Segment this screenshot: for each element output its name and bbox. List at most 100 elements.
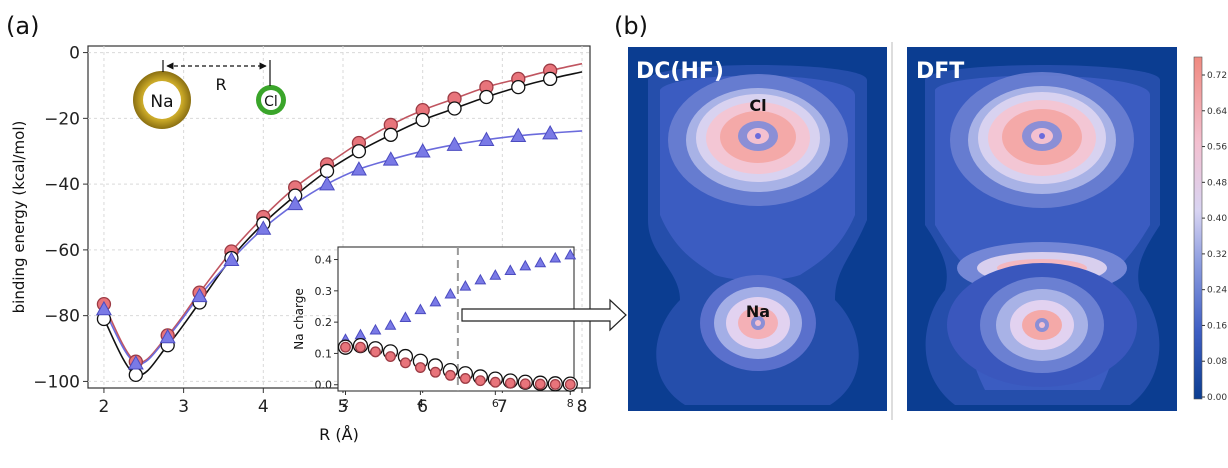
x-tick-label: 7 [497, 397, 508, 417]
colorbar-tick-label: 0.24 [1207, 286, 1227, 296]
main-plot: 2 3 4 5 6 7 80−20−40−60−80−100 R (Å) binding e… [10, 44, 591, 444]
inset-point-s2-4 [399, 357, 411, 369]
colorbar-tick-label: 0.64 [1207, 107, 1227, 117]
na-atom-core [143, 81, 181, 119]
density-map-dchf: DC(HF) Cl Na [628, 47, 887, 411]
x-tick-label: 8 [577, 397, 588, 417]
inset-point-s2-1 [355, 341, 366, 353]
main-ticks: 2 3 4 5 6 7 80−20−40−60−80−100 [33, 44, 587, 417]
inset-point-s2-3 [384, 351, 396, 363]
inset-point-s2-2 [370, 346, 381, 358]
panel-label-a: (a) [6, 12, 39, 40]
inset-point-s2-0 [340, 341, 351, 353]
inset-point-s0-11 [504, 264, 517, 276]
inset-point-s2-10 [489, 376, 501, 388]
main-curves [103, 62, 583, 377]
x-tick-label: 6 [417, 397, 428, 417]
panel-label-b: (b) [614, 12, 648, 40]
data-point-s1-12 [479, 89, 494, 105]
data-point-s2-13 [510, 127, 527, 142]
colorbar-strip [1193, 56, 1203, 400]
cl-atom-label: Cl [264, 94, 278, 110]
colorbar-tick-label: 0.40 [1207, 214, 1227, 224]
data-point-s2-2 [159, 328, 176, 344]
inset-x-tick-label: 6 [492, 397, 499, 410]
colorbar-tick-label: 0.56 [1207, 143, 1227, 153]
x-tick-label: 4 [258, 397, 269, 417]
inset-point-s0-14 [549, 251, 562, 263]
inset-point-s2-9 [474, 375, 486, 387]
link-arrow [461, 298, 627, 332]
dchf-na-dot [755, 320, 761, 326]
dchf-na-label: Na [746, 302, 770, 321]
data-point-s2-6 [287, 195, 304, 211]
y-tick-label: −40 [44, 175, 80, 195]
data-point-s2-4 [223, 251, 240, 266]
inset-point-s0-12 [519, 259, 532, 271]
inset-y-tick-label: 0.2 [315, 316, 333, 329]
distance-label: R [215, 75, 226, 94]
data-point-s1-13 [511, 79, 526, 95]
inset-ticks: 2 4 6 8 0.0 0.1 0.2 0.3 0.4 [315, 254, 574, 410]
data-point-s2-11 [446, 136, 463, 151]
data-point-s2-12 [478, 131, 495, 146]
inset-point-s2-12 [519, 378, 531, 390]
inset-y-tick-label: 0.4 [315, 254, 333, 267]
data-point-s2-1 [127, 355, 144, 370]
na-atom-label: Na [150, 92, 173, 112]
inset-point-s0-4 [399, 311, 412, 322]
colorbar-tick-label: 0.32 [1207, 250, 1227, 260]
inset-x-tick-label: 8 [567, 397, 574, 410]
data-point-s1-10 [415, 112, 430, 128]
inset-point-s2-15 [564, 378, 576, 390]
series-line-2 [103, 130, 583, 365]
data-point-s2-0 [95, 300, 112, 316]
inset-point-s0-7 [444, 287, 457, 299]
inset-y-tick-label: 0.0 [315, 379, 333, 392]
dchf-cl-dot [755, 133, 761, 139]
inset-point-s0-6 [429, 295, 442, 307]
data-point-s2-8 [350, 161, 367, 176]
y-tick-label: −100 [33, 372, 80, 392]
inset-point-s0-15 [564, 248, 577, 260]
y-tick-label: 0 [69, 44, 80, 64]
x-axis-label: R (Å) [319, 425, 359, 444]
data-point-s1-8 [351, 144, 367, 159]
data-point-s1-1 [128, 367, 143, 382]
colorbar-tick-label: 0.16 [1207, 321, 1227, 331]
main-markers [95, 63, 559, 382]
y-tick-label: −60 [44, 241, 80, 261]
inset-point-s2-5 [414, 362, 426, 373]
inset-point-s2-7 [444, 369, 456, 381]
colorbar-tick-label: 0.72 [1207, 71, 1227, 81]
colorbar-tick-label: 0.08 [1207, 357, 1227, 367]
dft-title: DFT [916, 59, 964, 84]
data-point-s1-14 [543, 71, 558, 87]
inset-point-s2-13 [534, 378, 546, 390]
dft-na-dot [1039, 322, 1045, 328]
inset-x-tick-label: 2 [342, 397, 349, 410]
nacl-schematic: Na Cl R [133, 60, 286, 129]
inset-point-s2-8 [459, 373, 471, 384]
data-point-s2-14 [542, 124, 559, 140]
data-point-s2-10 [414, 143, 431, 158]
inset-x-tick-label: 4 [417, 397, 424, 410]
inset-point-s0-9 [474, 273, 487, 285]
dchf-title: DC(HF) [636, 59, 724, 84]
inset-markers [337, 248, 578, 392]
series-line-0 [103, 62, 583, 364]
x-tick-label: 5 [338, 397, 349, 417]
cl-atom-core [261, 90, 281, 110]
inset-point-s0-8 [459, 280, 472, 291]
colorbar-tick-label: 0.00 [1207, 393, 1227, 403]
colorbar-tick-label: 0.48 [1207, 178, 1227, 188]
data-point-s1-11 [447, 101, 462, 116]
inset-point-s0-5 [414, 303, 427, 315]
inset-point-s2-6 [429, 366, 441, 378]
x-tick-label: 3 [178, 397, 189, 417]
inset-point-s0-3 [384, 319, 397, 330]
inset-point-s2-14 [549, 378, 561, 390]
colorbar-ticks: 0.72 0.64 0.56 0.48 0.40 0.32 0.24 0.16 0.08 0.00 [1202, 71, 1227, 403]
dchf-cl-label: Cl [749, 96, 766, 115]
